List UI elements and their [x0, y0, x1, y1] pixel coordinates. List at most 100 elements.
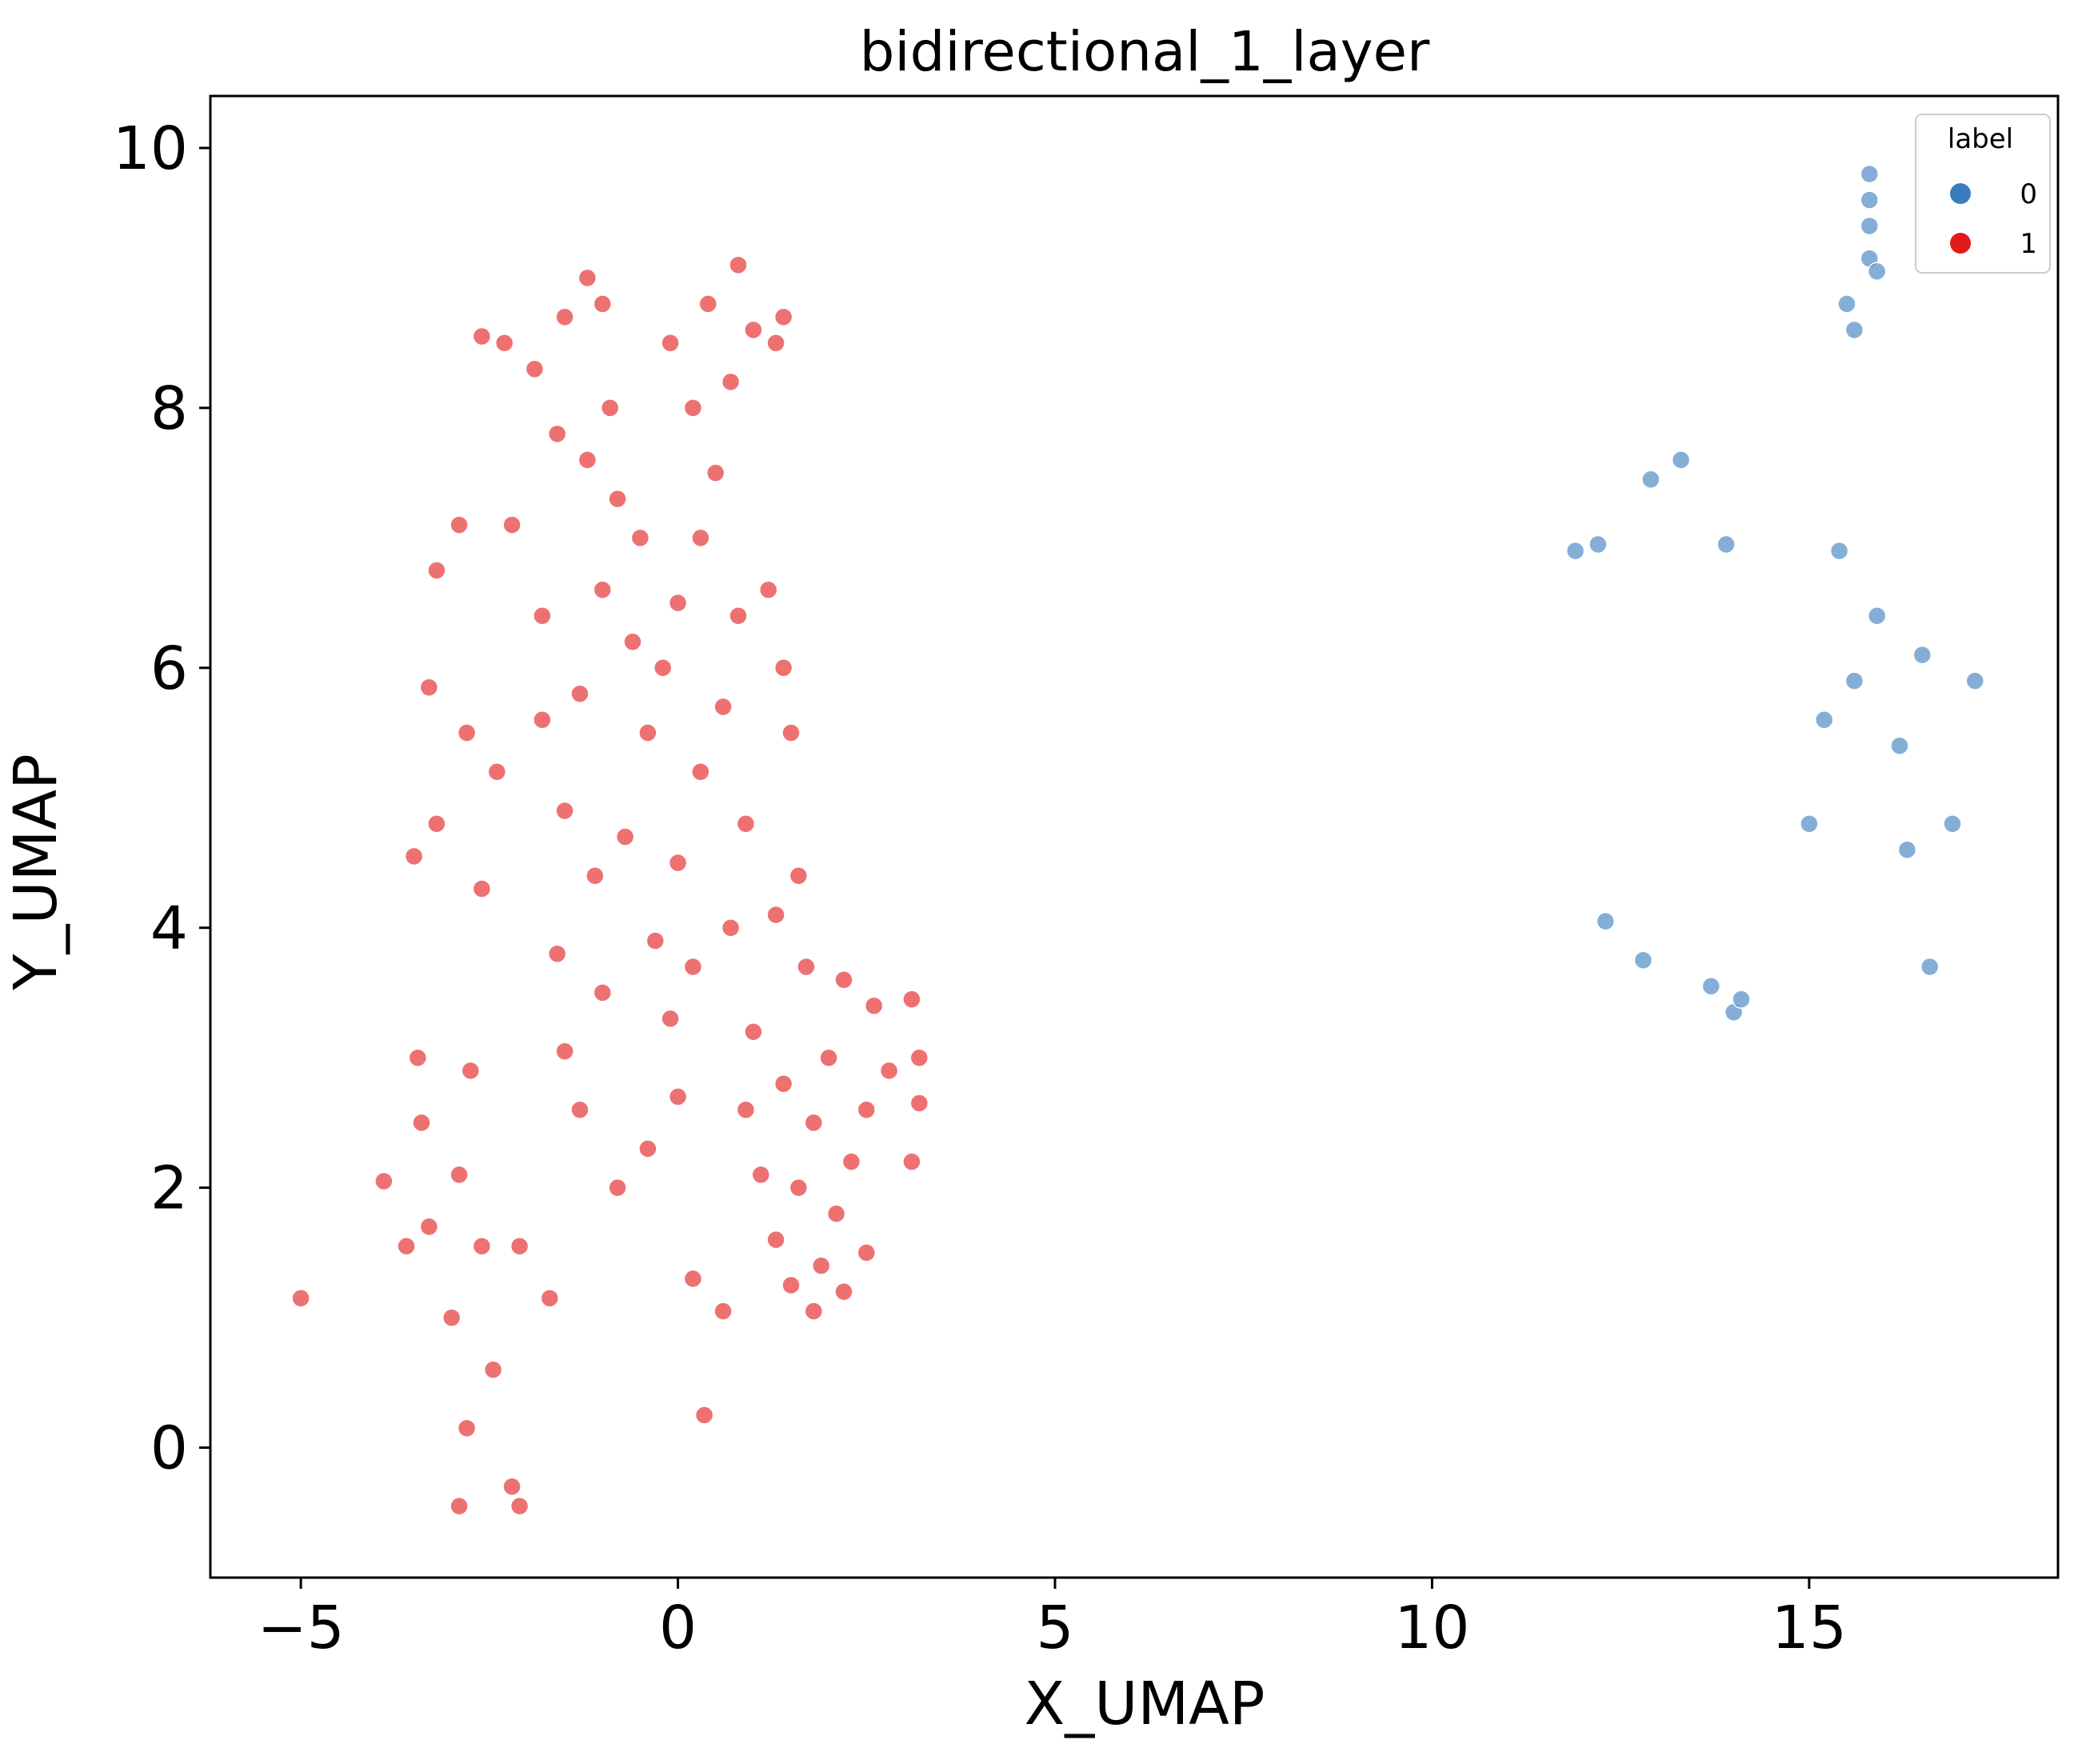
data-point-label-1	[721, 918, 741, 938]
data-point-label-0	[1912, 645, 1932, 665]
data-point-label-0	[1837, 294, 1856, 314]
data-point-label-1	[472, 879, 492, 898]
data-point-label-1	[555, 1042, 574, 1061]
data-point-label-1	[773, 307, 793, 326]
data-point-label-1	[773, 658, 793, 678]
data-point-label-1	[729, 255, 748, 274]
data-point-label-0	[1897, 840, 1917, 859]
data-point-label-1	[510, 1236, 529, 1256]
data-point-label-1	[502, 515, 522, 534]
legend-box	[1915, 114, 2051, 274]
data-point-label-1	[472, 1236, 492, 1256]
x-axis-label: X_UMAP	[1025, 1670, 1265, 1738]
y-axis: 0 2 4 6 8 10	[113, 114, 210, 1483]
data-point-label-1	[291, 1288, 310, 1308]
data-point-label-1	[751, 1165, 771, 1185]
data-point-label-1	[593, 580, 613, 600]
data-point-label-0	[1860, 190, 1880, 210]
legend-label-1: 1	[2020, 228, 2037, 260]
data-point-label-0	[1701, 977, 1721, 996]
data-point-label-1	[404, 846, 424, 866]
legend-marker-0	[1950, 183, 1971, 204]
data-point-label-0	[1920, 957, 1940, 977]
data-point-label-1	[630, 528, 650, 548]
x-tick-label: 0	[659, 1594, 697, 1662]
data-point-label-1	[661, 333, 680, 353]
data-point-label-1	[668, 593, 688, 613]
data-point-label-1	[461, 1061, 481, 1081]
data-point-label-1	[427, 814, 446, 834]
data-point-label-1	[736, 1100, 756, 1119]
data-point-label-1	[691, 528, 710, 548]
data-point-label-1	[645, 931, 665, 950]
data-point-label-0	[1814, 710, 1834, 730]
data-point-label-1	[555, 307, 574, 326]
data-point-label-1	[533, 606, 552, 626]
x-axis: −5 0 5 10 15	[258, 1578, 1847, 1662]
x-tick-label: 5	[1036, 1594, 1073, 1662]
data-point-label-1	[419, 678, 439, 697]
data-point-label-1	[826, 1204, 846, 1223]
data-point-label-1	[608, 489, 627, 509]
data-point-label-1	[781, 723, 801, 742]
data-point-label-1	[766, 905, 785, 925]
data-point-label-1	[457, 723, 477, 742]
data-point-label-1	[547, 944, 567, 963]
data-point-label-1	[713, 1302, 733, 1321]
data-point-label-1	[540, 1288, 560, 1308]
data-point-label-1	[804, 1302, 824, 1321]
data-point-label-1	[683, 957, 703, 977]
data-point-label-1	[766, 1230, 785, 1250]
data-point-label-1	[879, 1061, 899, 1081]
y-axis-label: Y_UMAP	[2, 754, 70, 990]
data-point-label-1	[902, 1152, 921, 1171]
data-point-label-1	[902, 990, 921, 1009]
data-point-label-1	[789, 866, 809, 886]
y-tick-label: 8	[150, 374, 188, 443]
data-point-label-1	[736, 814, 756, 834]
data-point-label-1	[472, 326, 492, 346]
data-point-label-1	[691, 762, 710, 782]
plot-points	[291, 164, 1985, 1516]
data-point-label-1	[797, 957, 816, 977]
data-point-label-1	[857, 1100, 877, 1119]
data-point-label-1	[419, 1217, 439, 1237]
data-point-label-1	[834, 970, 853, 990]
data-point-label-1	[683, 398, 703, 418]
data-point-label-1	[781, 1275, 801, 1295]
data-point-label-0	[1943, 814, 1962, 834]
data-point-label-1	[494, 333, 514, 353]
data-point-label-0	[1800, 814, 1819, 834]
legend: label 0 1	[1915, 114, 2051, 274]
data-point-label-1	[694, 1406, 714, 1425]
data-point-label-1	[547, 424, 567, 444]
data-point-label-1	[577, 268, 597, 288]
legend-label-0: 0	[2020, 178, 2037, 210]
data-point-label-1	[909, 1094, 929, 1113]
data-point-label-1	[555, 801, 574, 821]
data-point-label-1	[533, 710, 552, 730]
data-point-label-0	[1588, 534, 1608, 554]
data-point-label-1	[653, 658, 673, 678]
data-point-label-1	[744, 1022, 763, 1042]
data-point-label-1	[450, 1496, 469, 1516]
data-point-label-1	[744, 320, 763, 340]
data-point-label-0	[1565, 541, 1585, 561]
data-point-label-1	[864, 996, 884, 1015]
data-point-label-1	[638, 723, 657, 742]
data-point-label-1	[811, 1256, 831, 1275]
data-point-label-1	[668, 853, 688, 873]
data-point-label-1	[570, 1100, 589, 1119]
data-point-label-1	[593, 294, 613, 314]
x-tick-label: 10	[1394, 1594, 1469, 1662]
data-point-label-1	[638, 1139, 657, 1158]
data-point-label-1	[577, 450, 597, 470]
data-point-label-1	[909, 1048, 929, 1067]
data-point-label-1	[450, 515, 469, 534]
data-point-label-1	[683, 1269, 703, 1289]
data-point-label-1	[841, 1152, 861, 1171]
data-point-label-1	[705, 463, 725, 482]
data-point-label-1	[570, 684, 589, 704]
plot-frame	[209, 94, 2060, 1579]
